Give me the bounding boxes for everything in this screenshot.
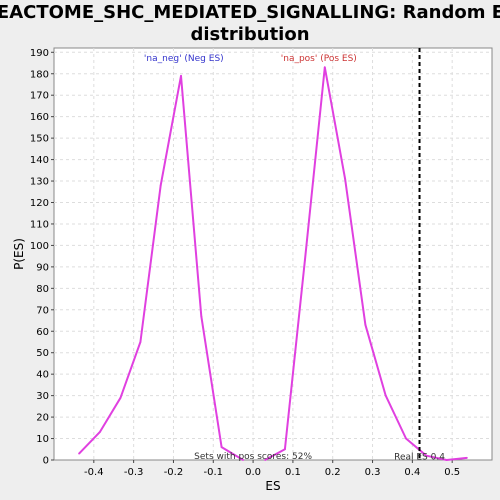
data-point (98, 431, 101, 434)
legend-label-na-pos: 'na_pos' (Pos ES) (281, 54, 357, 64)
series-group (78, 66, 468, 461)
x-axis-ticks: -0.4 -0.3 -0.2 -0.1 0.0 0.1 0.2 0.3 0.4 0.5 (84, 460, 460, 478)
y-tick-label: 160 (30, 112, 49, 123)
data-point (119, 396, 122, 399)
data-point (405, 437, 407, 440)
y-axis-ticks: 0 10 20 30 40 50 60 70 80 90 100 110 120 130 140 150 160… (30, 48, 54, 467)
data-point (445, 459, 448, 461)
y-axis-label: P(ES) (12, 238, 26, 270)
y-tick-label: 150 (30, 134, 49, 145)
x-tick-label: -0.2 (164, 467, 184, 478)
data-point (303, 259, 306, 262)
real-es-annotation: Real ES 0.4 (394, 453, 445, 463)
y-tick-label: 50 (36, 348, 49, 359)
data-point (284, 448, 286, 451)
data-point (425, 454, 428, 457)
data-point (264, 459, 266, 461)
y-tick-label: 110 (30, 219, 49, 230)
y-tick-label: 180 (30, 69, 49, 80)
data-point (466, 456, 468, 459)
x-tick-label: 0.3 (365, 467, 381, 478)
data-point (78, 452, 80, 455)
y-tick-label: 190 (30, 48, 49, 59)
data-point (139, 341, 142, 343)
x-tick-label: 0.0 (245, 467, 261, 478)
y-tick-label: 120 (30, 198, 49, 209)
legend-label-na-neg: 'na_neg' (Neg ES) (144, 54, 224, 64)
y-tick-label: 20 (36, 413, 49, 424)
x-tick-label: 0.5 (444, 467, 460, 478)
data-point (323, 66, 326, 69)
y-tick-label: 140 (30, 155, 49, 166)
y-tick-label: 30 (36, 391, 49, 402)
y-tick-label: 40 (36, 370, 49, 381)
data-point (242, 459, 245, 461)
data-point (220, 446, 223, 449)
chart-title-line-2: distribution (190, 24, 309, 45)
y-tick-label: 100 (30, 241, 49, 252)
y-tick-label: 130 (30, 177, 49, 188)
data-point (344, 177, 346, 180)
y-tick-label: 70 (36, 305, 49, 316)
pos-scores-annotation: Sets with pos scores: 52% (194, 452, 312, 462)
y-tick-label: 90 (36, 262, 49, 273)
y-tick-label: 0 (43, 456, 49, 467)
data-point (384, 394, 387, 397)
y-tick-label: 80 (36, 284, 49, 295)
data-point (364, 323, 367, 326)
x-tick-label: 0.1 (285, 467, 301, 478)
chart-title-line-1: REACTOME_SHC_MEDIATED_SIGNALLING: Random… (0, 2, 500, 23)
x-axis-label: ES (265, 479, 280, 493)
data-point (200, 315, 203, 318)
x-tick-label: -0.3 (124, 467, 144, 478)
y-tick-label: 60 (36, 327, 49, 338)
x-tick-label: 0.4 (404, 467, 420, 478)
data-point (180, 74, 182, 77)
x-tick-label: -0.1 (204, 467, 224, 478)
data-point (159, 184, 162, 187)
y-tick-label: 170 (30, 91, 49, 102)
chart-title: REACTOME_SHC_MEDIATED_SIGNALLING: Random… (0, 2, 500, 45)
y-tick-label: 10 (36, 434, 49, 445)
x-tick-label: -0.4 (84, 467, 104, 478)
legend: 'na_neg' (Neg ES) 'na_pos' (Pos ES) (144, 54, 357, 64)
x-tick-label: 0.2 (325, 467, 341, 478)
grid-lines (54, 48, 492, 460)
